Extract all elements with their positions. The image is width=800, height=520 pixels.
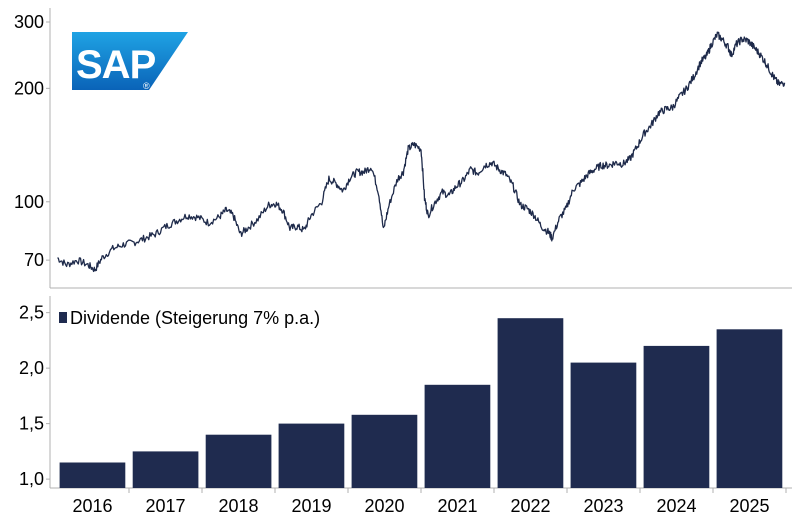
x-tick-label: 2020	[364, 496, 404, 516]
price-line-layer	[57, 31, 786, 273]
dividend-bar	[205, 434, 272, 488]
dividend-bar	[59, 462, 126, 488]
x-tick-label: 2016	[72, 496, 112, 516]
price-y-tick-label: 300	[14, 12, 44, 32]
x-tick-label: 2017	[145, 496, 185, 516]
sap-logo: SAP ®	[72, 32, 188, 91]
price-y-tick-label: 70	[24, 250, 44, 270]
dividend-y-tick-label: 1,0	[19, 469, 44, 489]
dividend-bar	[643, 345, 710, 488]
dividend-y-tick-label: 2,0	[19, 358, 44, 378]
price-panel: 70 100 200 300	[14, 8, 792, 289]
x-tick-label: 2025	[729, 496, 769, 516]
sap-logo-registered: ®	[143, 81, 150, 91]
x-tick-label: 2019	[291, 496, 331, 516]
x-tick-label: 2021	[437, 496, 477, 516]
price-series-line	[57, 31, 786, 273]
dividend-bar	[497, 318, 564, 488]
dividend-bar	[132, 451, 199, 488]
dividend-y-tick-label: 2,5	[19, 303, 44, 323]
dividend-bars: 2016 2017 2018 2019 2020 2021 2022 2023 2024 2025	[59, 318, 787, 516]
sap-logo-text: SAP	[76, 43, 156, 87]
dividend-bar	[570, 362, 637, 488]
dividend-bar	[716, 329, 783, 488]
x-tick-label: 2024	[656, 496, 696, 516]
x-tick-label: 2022	[510, 496, 550, 516]
legend-label: Dividende (Steigerung 7% p.a.)	[70, 308, 320, 328]
x-tick-label: 2023	[583, 496, 623, 516]
x-tick-label: 2018	[218, 496, 258, 516]
sap-logo-shape	[72, 32, 188, 90]
legend-swatch	[59, 312, 67, 323]
dividend-bar	[351, 414, 418, 488]
dividend-bar	[278, 423, 345, 488]
dividend-y-tick-label: 1,5	[19, 414, 44, 434]
price-y-tick-label: 100	[14, 192, 44, 212]
price-y-tick-label: 200	[14, 78, 44, 98]
dividend-legend: Dividende (Steigerung 7% p.a.)	[59, 308, 320, 328]
dividend-bar	[424, 384, 491, 488]
